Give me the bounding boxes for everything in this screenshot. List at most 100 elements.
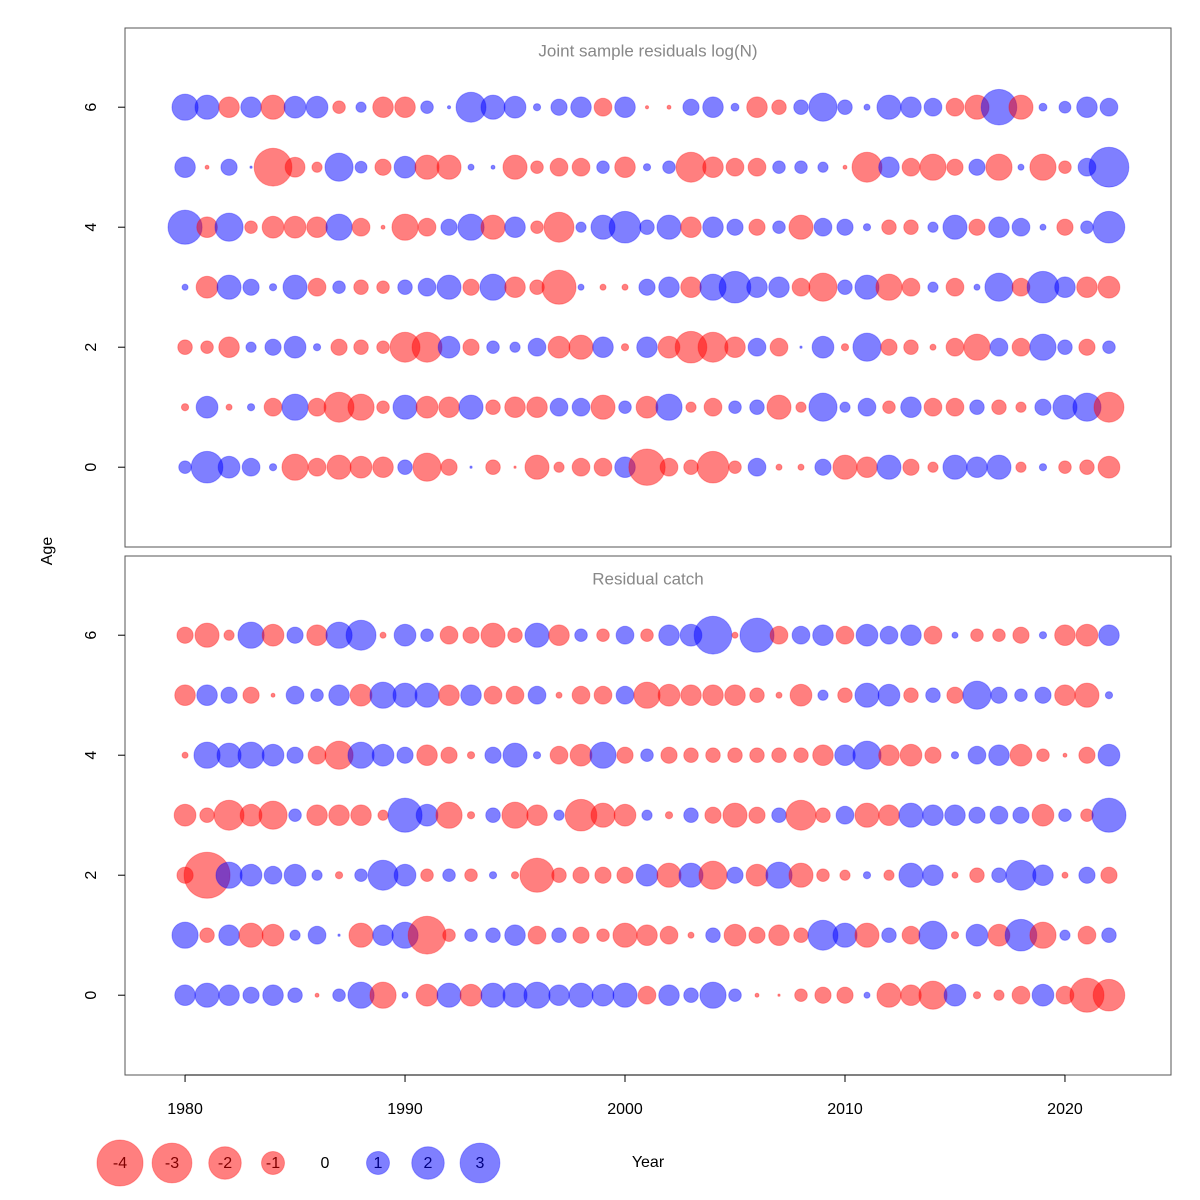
bubble [194,982,220,1008]
bubble [637,985,657,1005]
y-tick-label: 2 [83,343,100,352]
bubble [547,335,571,359]
bubble [372,456,394,478]
bubble [927,461,939,473]
bubble [863,103,871,111]
x-tick-label: 2020 [1047,1101,1083,1118]
bubble [541,269,577,305]
bubble [199,807,215,823]
bubble [683,459,699,475]
bubble [900,984,922,1006]
bubble [1014,688,1028,702]
bubble [765,861,793,889]
bubble [281,453,309,481]
bubble [469,465,473,469]
bubble [749,687,765,703]
bubble [1031,983,1055,1007]
bubble [945,97,965,117]
bubble [698,860,728,890]
bubble [571,157,591,177]
bubble [635,395,659,419]
bubble [220,158,238,176]
bubble [412,452,442,482]
bubble [596,928,610,942]
x-tick-label: 1980 [167,1101,203,1118]
bubble [749,747,765,763]
bubble [1099,97,1119,117]
bubble [174,984,196,1006]
bubble [636,924,658,946]
bubble [745,863,769,887]
bubble [551,927,567,943]
bubble [768,924,790,946]
bubble [1075,623,1099,647]
bubble [702,684,724,706]
bubble [1029,333,1057,361]
bubble [640,628,654,642]
bubble [789,683,813,707]
bubble [988,216,1010,238]
bubble [986,454,1012,480]
bubble [392,682,418,708]
bubble [486,340,500,354]
bubble [875,273,903,301]
bubble [312,343,322,352]
bubble [984,272,1014,302]
bubble [328,684,350,706]
bubble [215,861,243,889]
bubble [854,922,880,948]
legend-bubble [366,1151,390,1175]
bubble [812,624,834,646]
bubble [593,685,613,705]
bubble [1091,797,1127,833]
bubble [693,615,733,655]
bubble [485,399,501,415]
bubble [393,863,417,887]
bubble [722,802,748,828]
bubble [460,684,482,706]
bubble [702,156,724,178]
bubble [754,992,760,998]
panel-title: Residual catch [592,569,704,588]
bubble [505,685,525,705]
bubble [727,747,743,763]
bubble [217,455,241,479]
bubble [263,865,283,885]
bubble [244,220,258,234]
bubble [590,802,616,828]
bubble [685,401,697,413]
bubble [407,915,447,955]
bubble [218,924,240,946]
bubble [435,801,463,829]
bubble [181,751,189,759]
bubble [840,343,850,352]
bubble [393,623,417,647]
bubble [775,691,783,699]
bubble [903,219,919,235]
bubble [196,216,218,238]
bubble [658,624,680,646]
bubble [879,625,899,645]
bubble [854,802,880,828]
bubble [376,280,390,294]
bubble [593,457,613,477]
bubble [311,161,323,173]
bubble [644,105,650,110]
bubble [612,922,638,948]
bubble [1031,803,1055,827]
bubble [919,153,947,181]
bubble [769,625,789,645]
bubble [334,871,344,880]
bubble [420,868,434,882]
bubble [524,622,550,648]
bubble [811,335,835,359]
bubble [1092,978,1126,1012]
bubble [608,210,642,244]
y-tick-label: 0 [83,463,100,472]
bubble [922,804,944,826]
bubble [195,395,219,419]
bubble [242,686,260,704]
bubble [963,333,991,361]
bubble [287,987,303,1003]
bubble [1015,401,1027,413]
